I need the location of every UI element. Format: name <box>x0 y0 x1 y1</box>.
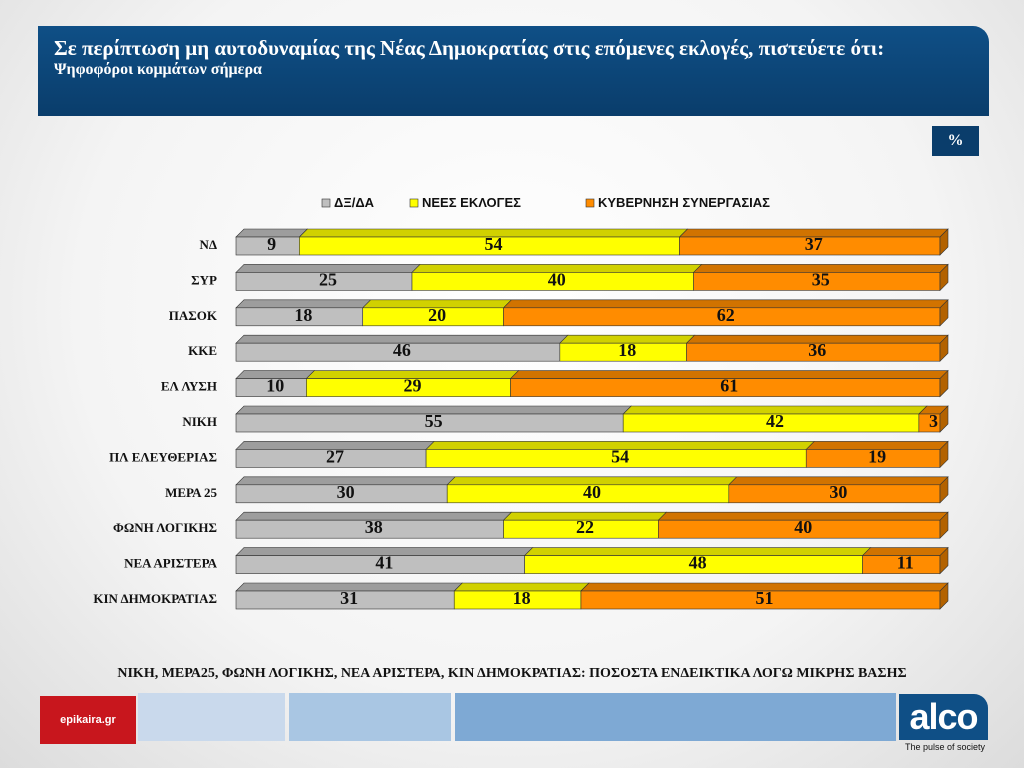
data-label: 20 <box>428 305 446 325</box>
stacked-bar-chart: ΔΞ/ΔΑ ΝΕΕΣ ΕΚΛΟΓΕΣ ΚΥΒΕΡΝΗΣΗ ΣΥΝΕΡΓΑΣΙΑΣ ΝΔ… <box>93 195 949 610</box>
data-label: 29 <box>403 376 421 396</box>
legend-swatch <box>585 198 595 208</box>
data-label: 54 <box>484 234 502 254</box>
footer-strip-3 <box>455 693 896 741</box>
data-label: 55 <box>425 411 443 431</box>
legend-label: ΚΥΒΕΡΝΗΣΗ ΣΥΝΕΡΓΑΣΙΑΣ <box>598 195 770 210</box>
data-label: 38 <box>365 517 383 537</box>
bar-side-face <box>939 369 949 398</box>
bar-side-face <box>939 546 949 575</box>
data-label: 10 <box>266 376 284 396</box>
data-label: 22 <box>576 517 594 537</box>
bar-side-face <box>939 582 949 610</box>
data-label: 51 <box>755 588 773 608</box>
category-label: ΝΙΚΗ <box>182 414 217 429</box>
page-title: Σε περίπτωση μη αυτοδυναμίας της Νέας Δη… <box>54 36 885 60</box>
footer-strip-1 <box>138 693 285 741</box>
data-label: 41 <box>375 553 393 573</box>
data-label: 25 <box>319 269 337 289</box>
category-label: ΚΙΝ ΔΗΜΟΚΡΑΤΙΑΣ <box>93 591 217 606</box>
footnote: ΝΙΚΗ, ΜΕΡΑ25, ΦΩΝΗ ΛΟΓΙΚΗΣ, ΝΕΑ ΑΡΙΣΤΕΡΑ… <box>117 666 907 681</box>
data-label: 36 <box>808 340 826 360</box>
header-banner: Σε περίπτωση μη αυτοδυναμίας της Νέας Δη… <box>38 26 989 116</box>
data-label: 40 <box>794 517 812 537</box>
page-subtitle: Ψηφοφόροι κομμάτων σήμερα <box>54 61 262 78</box>
bar-side-face <box>939 263 949 292</box>
legend-swatch <box>409 198 419 208</box>
category-label: ΚΚΕ <box>188 343 217 358</box>
category-label: ΠΑΣΟΚ <box>169 308 218 323</box>
legend-label: ΝΕΕΣ ΕΚΛΟΓΕΣ <box>422 195 521 210</box>
bar-side-face <box>939 334 949 362</box>
alco-logo: alco <box>899 694 988 740</box>
data-label: 3 <box>929 411 938 431</box>
data-label: 62 <box>717 305 735 325</box>
data-label: 35 <box>812 269 830 289</box>
category-label: ΝΕΑ ΑΡΙΣΤΕΡΑ <box>124 556 218 571</box>
bar-side-face <box>939 511 949 539</box>
data-label: 46 <box>393 340 411 360</box>
data-label: 48 <box>689 553 707 573</box>
data-label: 40 <box>583 482 601 502</box>
epikaira-logo: epikaira.gr <box>40 696 136 744</box>
data-label: 42 <box>766 411 784 431</box>
footer-strip-2 <box>289 693 451 741</box>
bar-side-face <box>939 476 949 504</box>
data-label: 31 <box>340 588 358 608</box>
data-label: 61 <box>720 376 738 396</box>
data-label: 30 <box>829 482 847 502</box>
data-label: 9 <box>267 234 276 254</box>
data-label: 40 <box>548 269 566 289</box>
data-label: 18 <box>618 340 636 360</box>
bar-side-face <box>939 299 949 327</box>
category-label: ΠΛ ΕΛΕΥΘΕΡΙΑΣ <box>109 449 217 464</box>
data-label: 54 <box>611 446 629 466</box>
category-label: ΕΛ ΛΥΣΗ <box>161 379 217 394</box>
category-label: ΝΔ <box>199 237 217 252</box>
data-label: 18 <box>294 305 312 325</box>
bar-side-face <box>939 440 949 469</box>
bar-side-face <box>939 405 949 433</box>
category-label: ΜΕΡΑ 25 <box>165 485 217 500</box>
data-label: 11 <box>897 553 914 573</box>
legend-swatch <box>321 198 331 208</box>
category-label: ΣΥΡ <box>191 272 217 287</box>
data-label: 37 <box>805 234 823 254</box>
data-label: 30 <box>337 482 355 502</box>
bar-side-face <box>939 228 949 256</box>
unit-badge: % <box>932 126 979 156</box>
category-label: ΦΩΝΗ ΛΟΓΙΚΗΣ <box>113 520 217 535</box>
alco-tagline: The pulse of society <box>904 742 986 752</box>
legend-label: ΔΞ/ΔΑ <box>334 195 375 210</box>
data-label: 18 <box>513 588 531 608</box>
data-label: 19 <box>868 446 886 466</box>
data-label: 27 <box>326 446 344 466</box>
